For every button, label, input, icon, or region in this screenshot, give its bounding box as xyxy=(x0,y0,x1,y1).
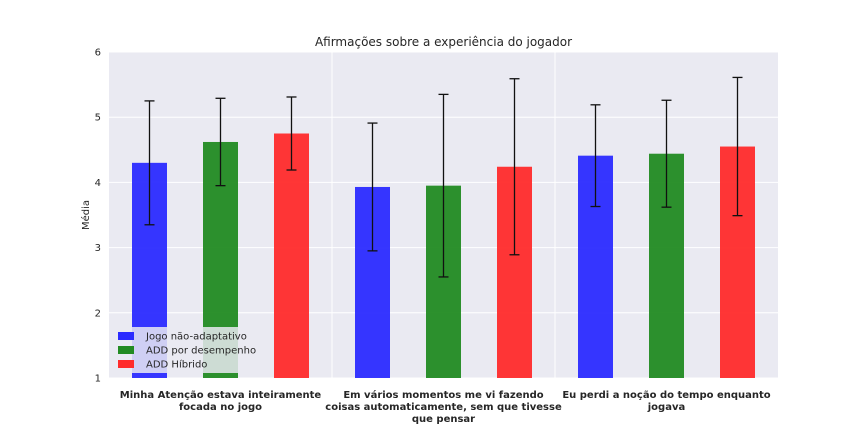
category-label: jogava xyxy=(647,402,685,413)
legend: Jogo não-adaptativo ADD por desempenho ADD… xyxy=(112,327,256,373)
chart-title: Afirmações sobre a experiência do jogado… xyxy=(315,35,572,49)
legend-label: Jogo não-adaptativo xyxy=(145,332,247,343)
y-tick-label: 3 xyxy=(95,243,101,254)
error-bars xyxy=(144,76,743,278)
legend-label: ADD Híbrido xyxy=(146,359,207,371)
y-tick-label: 5 xyxy=(95,113,101,124)
legend-swatch xyxy=(118,360,134,368)
legend-label: ADD por desempenho xyxy=(146,346,256,357)
category-label: que pensar xyxy=(412,414,475,425)
category-label: Eu perdi a noção do tempo enquanto xyxy=(562,390,770,401)
category-label: focada no jogo xyxy=(179,402,262,413)
category-labels: Minha Atenção estava inteiramentefocada … xyxy=(120,389,771,425)
y-tick-label: 4 xyxy=(95,178,101,189)
y-axis-label: Média xyxy=(80,200,92,230)
category-label: Minha Atenção estava inteiramente xyxy=(120,390,322,401)
legend-swatch xyxy=(118,332,134,340)
y-tick-label: 6 xyxy=(95,48,101,59)
category-label: coisas automaticamente, sem que tivesse xyxy=(325,402,562,413)
y-tick-labels: 1 2 3 4 5 6 xyxy=(95,48,101,385)
y-tick-label: 1 xyxy=(95,374,101,385)
legend-box xyxy=(112,327,247,373)
category-label: Em vários momentos me vi fazendo xyxy=(343,389,543,401)
legend-swatch xyxy=(118,346,134,354)
y-tick-label: 2 xyxy=(95,308,101,319)
bar xyxy=(274,133,309,378)
